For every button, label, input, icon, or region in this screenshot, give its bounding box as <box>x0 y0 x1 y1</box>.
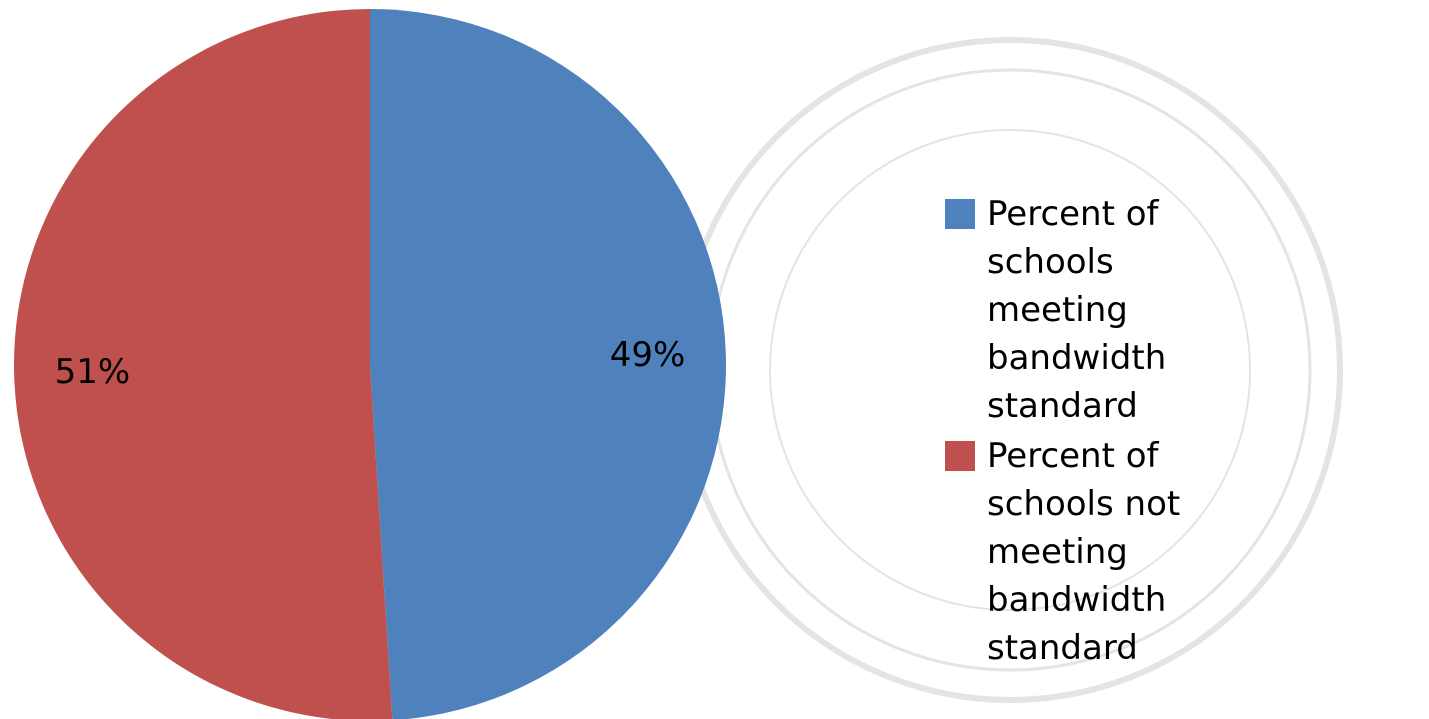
data-label: 49% <box>610 335 686 375</box>
legend-item: Percent of schools not meeting bandwidth… <box>945 432 1425 672</box>
legend-label: Percent of schools not meeting bandwidth… <box>987 432 1202 672</box>
legend-swatch <box>945 441 975 471</box>
legend-item: Percent of schools meeting bandwidth sta… <box>945 190 1425 430</box>
legend-label: Percent of schools meeting bandwidth sta… <box>987 190 1202 430</box>
page: {"chart_data": {"type": "pie", "categori… <box>0 0 1429 719</box>
legend-swatch <box>945 199 975 229</box>
legend: Percent of schools meeting bandwidth sta… <box>945 190 1425 674</box>
data-label: 51% <box>55 352 131 392</box>
